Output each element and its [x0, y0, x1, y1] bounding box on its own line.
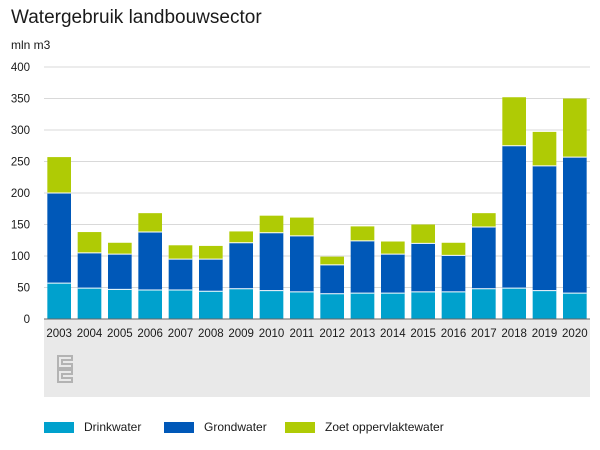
legend-label-zoet-oppervlaktewater: Zoet oppervlaktewater	[325, 420, 444, 434]
bar-grondwater-2016	[441, 255, 466, 292]
y-tick-label: 150	[11, 220, 30, 232]
x-tick-label-2020: 2020	[562, 328, 588, 340]
bar-zoet-oppervlaktewater-2015	[411, 224, 435, 244]
chart-legend: Drinkwater Grondwater Zoet oppervlaktewa…	[44, 418, 564, 436]
y-tick-label: 400	[11, 62, 30, 74]
bar-grondwater-2015	[411, 243, 435, 292]
legend-item-zoet-oppervlaktewater: Zoet oppervlaktewater	[285, 418, 444, 436]
x-tick-label-2004: 2004	[77, 328, 103, 340]
bar-zoet-oppervlaktewater-2020	[563, 98, 587, 158]
y-tick-label: 350	[11, 94, 30, 106]
legend-label-drinkwater: Drinkwater	[84, 420, 142, 434]
y-tick-label: 300	[11, 125, 30, 137]
y-tick-label: 200	[11, 188, 30, 200]
bar-zoet-oppervlaktewater-2017	[472, 213, 496, 228]
bar-zoet-oppervlaktewater-2005	[108, 242, 132, 255]
x-axis-band	[44, 319, 590, 397]
bar-grondwater-2006	[138, 232, 162, 291]
bar-drinkwater-2008	[199, 291, 223, 319]
bar-drinkwater-2004	[77, 288, 102, 319]
bar-drinkwater-2020	[563, 293, 587, 319]
bar-drinkwater-2012	[320, 293, 344, 319]
bar-grondwater-2014	[381, 254, 405, 294]
bar-zoet-oppervlaktewater-2006	[138, 213, 162, 233]
bar-grondwater-2020	[563, 157, 587, 294]
bar-zoet-oppervlaktewater-2019	[532, 131, 557, 166]
y-tick-label: 250	[11, 157, 30, 169]
bar-zoet-oppervlaktewater-2012	[320, 256, 344, 265]
bar-zoet-oppervlaktewater-2011	[290, 217, 314, 236]
legend-swatch-grondwater	[164, 421, 194, 433]
bar-grondwater-2007	[168, 259, 193, 291]
x-tick-label-2019: 2019	[532, 328, 558, 340]
x-tick-label-2016: 2016	[441, 328, 467, 340]
bar-grondwater-2003	[47, 193, 71, 284]
bar-zoet-oppervlaktewater-2004	[77, 232, 102, 253]
bar-grondwater-2008	[199, 259, 223, 292]
bar-drinkwater-2014	[381, 293, 405, 319]
y-tick-label: 0	[24, 314, 30, 326]
bar-drinkwater-2003	[47, 283, 71, 319]
y-axis-unit-label: mln m3	[11, 38, 51, 52]
x-tick-label-2018: 2018	[501, 328, 527, 340]
x-tick-label-2007: 2007	[168, 328, 194, 340]
bar-zoet-oppervlaktewater-2003	[47, 157, 71, 193]
legend-item-drinkwater: Drinkwater	[44, 418, 141, 436]
x-tick-label-2017: 2017	[471, 328, 497, 340]
x-tick-label-2005: 2005	[107, 328, 133, 340]
bar-grondwater-2009	[229, 242, 253, 289]
bar-drinkwater-2006	[138, 290, 162, 319]
bar-zoet-oppervlaktewater-2013	[350, 226, 375, 241]
x-tick-label-2014: 2014	[380, 328, 406, 340]
legend-swatch-drinkwater	[44, 421, 74, 433]
bar-drinkwater-2017	[472, 288, 496, 319]
bar-drinkwater-2011	[290, 291, 314, 319]
bar-drinkwater-2016	[441, 291, 466, 319]
x-tick-label-2003: 2003	[46, 328, 72, 340]
x-tick-label-2012: 2012	[319, 328, 345, 340]
bar-grondwater-2018	[502, 145, 526, 289]
x-tick-label-2013: 2013	[350, 328, 376, 340]
bar-grondwater-2019	[532, 165, 557, 291]
legend-swatch-zoet-oppervlaktewater	[285, 421, 315, 433]
bar-drinkwater-2019	[532, 290, 557, 319]
bar-grondwater-2013	[350, 240, 375, 294]
chart-title: Watergebruik landbouwsector	[11, 7, 262, 28]
y-tick-label: 50	[17, 283, 30, 295]
x-tick-label-2009: 2009	[228, 328, 254, 340]
x-tick-label-2006: 2006	[137, 328, 163, 340]
bar-grondwater-2011	[290, 235, 314, 292]
bar-zoet-oppervlaktewater-2018	[502, 97, 526, 146]
bar-zoet-oppervlaktewater-2014	[381, 241, 405, 255]
bar-drinkwater-2009	[229, 288, 253, 319]
bar-zoet-oppervlaktewater-2016	[441, 242, 466, 256]
legend-label-grondwater: Grondwater	[204, 420, 267, 434]
cbs-logo-part	[57, 355, 73, 369]
y-tick-label: 100	[11, 251, 30, 263]
bar-zoet-oppervlaktewater-2007	[168, 245, 193, 260]
bar-drinkwater-2018	[502, 288, 526, 319]
bar-grondwater-2005	[108, 254, 132, 290]
bar-grondwater-2017	[472, 227, 496, 289]
bar-zoet-oppervlaktewater-2009	[229, 231, 253, 243]
x-tick-label-2008: 2008	[198, 328, 224, 340]
bar-drinkwater-2007	[168, 290, 193, 319]
bar-drinkwater-2010	[259, 290, 284, 319]
cbs-logo-part	[57, 369, 73, 383]
bar-grondwater-2004	[77, 252, 102, 289]
x-tick-label-2011: 2011	[289, 328, 314, 340]
bar-zoet-oppervlaktewater-2008	[199, 245, 223, 260]
bar-zoet-oppervlaktewater-2010	[259, 215, 284, 233]
chart-plot: 0 50 100 150 200 250 300 350 400 2003 2004 2005 2006…	[11, 62, 590, 397]
x-tick-label-2015: 2015	[410, 328, 436, 340]
bar-grondwater-2012	[320, 264, 344, 294]
bar-drinkwater-2015	[411, 291, 435, 319]
bar-drinkwater-2013	[350, 293, 375, 319]
bar-grondwater-2010	[259, 232, 284, 291]
bar-drinkwater-2005	[108, 289, 132, 319]
cbs-logo-icon	[57, 355, 73, 383]
legend-item-grondwater: Grondwater	[164, 418, 267, 436]
x-tick-label-2010: 2010	[259, 328, 285, 340]
